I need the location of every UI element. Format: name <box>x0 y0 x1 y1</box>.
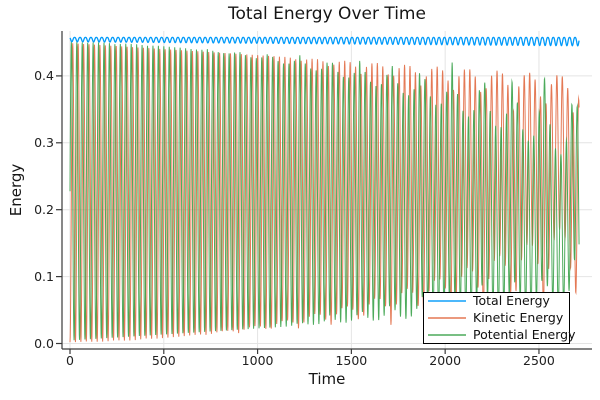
legend-item-total: Total Energy <box>428 293 565 309</box>
kinetic-energy-line-swatch <box>428 317 466 319</box>
potential-energy-line-swatch <box>428 334 466 336</box>
x-axis-label: Time <box>308 370 346 388</box>
x-tick-label: 2000 <box>429 353 462 368</box>
legend-item-kinetic: Kinetic Energy <box>428 310 565 326</box>
y-tick-label: 0.2 <box>34 201 54 217</box>
y-tick-label: 0.0 <box>34 335 54 351</box>
chart-title: Total Energy Over Time <box>228 4 426 24</box>
legend-item-potential: Potential Energy <box>428 327 576 343</box>
y-tick-label: 0.3 <box>34 134 54 150</box>
legend-box: Total Energy Kinetic Energy Potential En… <box>423 292 576 344</box>
x-tick-label: 1500 <box>335 353 368 368</box>
legend-label: Total Energy <box>473 293 550 308</box>
x-tick-label: 500 <box>151 353 176 368</box>
x-tick-label: 0 <box>66 353 74 368</box>
x-tick-label: 2500 <box>523 353 555 368</box>
y-tick-label: 0.1 <box>34 268 54 284</box>
legend-label: Potential Energy <box>473 327 576 342</box>
total-energy-line-swatch <box>428 300 466 302</box>
y-tick-label: 0.4 <box>34 67 54 83</box>
x-tick-label: 1000 <box>241 353 274 368</box>
legend-label: Kinetic Energy <box>473 310 564 325</box>
